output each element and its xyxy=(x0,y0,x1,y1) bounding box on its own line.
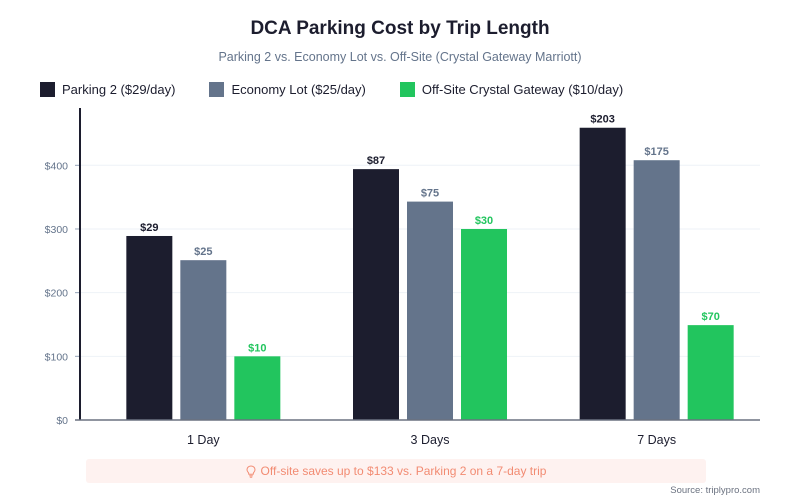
data-label-parking2: $203 xyxy=(590,114,614,126)
data-label-offsite: $70 xyxy=(701,311,719,323)
legend-swatch-economy xyxy=(209,81,225,97)
bar-parking2 xyxy=(579,127,626,421)
legend-item-economy[interactable]: Economy Lot ($25/day) xyxy=(209,81,366,97)
bar-parking2 xyxy=(353,169,399,420)
bar-economy xyxy=(633,160,680,420)
lightbulb-icon xyxy=(246,464,256,478)
source-credit: Source: triplypro.com xyxy=(670,485,760,496)
data-label-economy: $75 xyxy=(421,188,439,200)
y-tick-label: $0 xyxy=(56,415,68,427)
y-tick-label: $200 xyxy=(45,288,69,300)
legend-label-parking2: Parking 2 ($29/day) xyxy=(62,81,176,97)
y-tick-label: $100 xyxy=(45,351,69,363)
data-label-economy: $175 xyxy=(644,146,668,158)
legend: Parking 2 ($29/day) Economy Lot ($25/day… xyxy=(40,80,657,98)
legend-item-offsite[interactable]: Off-Site Crystal Gateway ($10/day) xyxy=(399,81,624,97)
y-tick-label: $400 xyxy=(45,160,69,172)
data-label-parking2: $29 xyxy=(140,222,158,234)
legend-swatch-parking2 xyxy=(40,81,55,97)
bar-economy xyxy=(180,260,227,420)
legend-item-parking2[interactable]: Parking 2 ($29/day) xyxy=(40,81,176,97)
chart-subtitle: Parking 2 vs. Economy Lot vs. Off-Site (… xyxy=(218,50,582,64)
data-label-offsite: $10 xyxy=(248,342,266,354)
bar-offsite xyxy=(234,356,281,420)
x-tick-label: 1 Day xyxy=(187,433,220,447)
legend-label-economy: Economy Lot ($25/day) xyxy=(231,81,366,97)
callout-text: Off-site saves up to $133 vs. Parking 2 … xyxy=(260,464,547,478)
bar-offsite xyxy=(461,228,507,420)
chart-title: DCA Parking Cost by Trip Length xyxy=(250,18,550,39)
legend-swatch-offsite xyxy=(399,81,415,97)
savings-callout: Off-site saves up to $133 vs. Parking 2 … xyxy=(86,459,706,483)
y-tick-label: $300 xyxy=(45,224,69,236)
x-tick-label: 3 Days xyxy=(411,433,450,447)
bar-economy xyxy=(407,201,453,420)
data-label-offsite: $30 xyxy=(475,215,493,227)
x-tick-label: 7 Days xyxy=(637,433,676,447)
bar-parking2 xyxy=(126,235,173,420)
data-label-economy: $25 xyxy=(194,246,212,258)
data-label-parking2: $87 xyxy=(367,155,385,167)
bar-offsite xyxy=(687,325,734,420)
legend-label-offsite: Off-Site Crystal Gateway ($10/day) xyxy=(421,81,624,97)
